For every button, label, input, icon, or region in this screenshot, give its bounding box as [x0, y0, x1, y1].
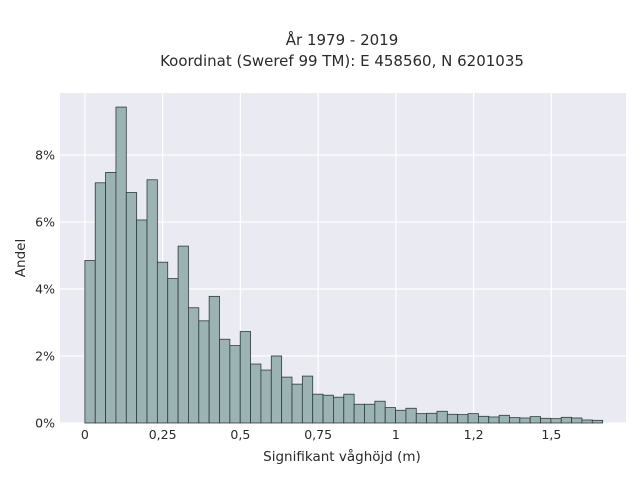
- histogram-bar: [146, 179, 158, 424]
- histogram-bar: [364, 403, 376, 424]
- histogram-bar: [84, 260, 96, 424]
- histogram-bar: [208, 295, 220, 424]
- x-tick-label: 1,2: [464, 427, 484, 442]
- x-axis-label: Signifikant våghöjd (m): [263, 448, 421, 465]
- histogram-bar: [322, 394, 334, 424]
- histogram-bar: [177, 245, 189, 424]
- histogram-bar: [343, 393, 355, 424]
- y-tick-label: 0%: [35, 416, 55, 431]
- x-tick-label: 1: [392, 427, 400, 442]
- histogram-bar: [291, 383, 303, 424]
- x-tick-label: 0,5: [230, 427, 250, 442]
- y-tick-label: 8%: [35, 147, 55, 162]
- histogram-bar: [301, 375, 314, 424]
- histogram-bar: [94, 182, 106, 424]
- histogram-bar: [540, 417, 552, 424]
- histogram-bar: [467, 413, 479, 424]
- histogram-bar: [550, 418, 562, 424]
- histogram-bar: [136, 219, 148, 424]
- histogram-bar: [436, 410, 448, 424]
- histogram-bar: [446, 413, 459, 424]
- histogram-bar: [519, 417, 531, 424]
- histogram-bar: [333, 396, 345, 424]
- histogram-bar: [529, 416, 541, 424]
- histogram-bar: [581, 419, 593, 424]
- histogram-bar: [219, 338, 231, 424]
- y-tick-label: 4%: [35, 281, 55, 296]
- x-tick-label: 0,75: [304, 427, 332, 442]
- histogram-bar: [509, 417, 521, 424]
- histogram-bars: [84, 106, 604, 424]
- histogram-bar: [250, 363, 262, 424]
- chart-title-line-1: År 1979 - 2019: [286, 30, 399, 49]
- histogram-bar: [353, 403, 365, 424]
- histogram-bar: [560, 416, 573, 424]
- histogram-bar: [395, 409, 407, 424]
- histogram-bar: [270, 355, 283, 424]
- histogram-bar: [478, 415, 490, 424]
- histogram-bar: [229, 345, 241, 424]
- x-tick-labels: 0 0,25 0,5 0,75 1 1,2 1,5: [81, 427, 561, 442]
- histogram-bar: [457, 414, 469, 424]
- histogram-bar: [312, 393, 324, 424]
- histogram-bar: [426, 412, 438, 424]
- y-tick-labels: 0% 2% 4% 6% 8%: [35, 147, 55, 430]
- histogram-bar: [488, 416, 500, 424]
- histogram-bar: [281, 376, 293, 424]
- histogram-bar: [167, 278, 179, 424]
- histogram-bar: [498, 414, 510, 424]
- histogram-bar: [384, 407, 396, 424]
- histogram-bar: [188, 307, 200, 424]
- x-tick-label: 1,5: [541, 427, 561, 442]
- histogram-bar: [571, 417, 583, 424]
- histogram-bar: [105, 172, 117, 424]
- histogram-bar: [374, 400, 386, 424]
- histogram-bar: [198, 320, 210, 424]
- histogram-bar: [405, 407, 417, 424]
- y-tick-label: 2%: [35, 348, 55, 363]
- histogram-bar: [115, 106, 127, 424]
- histogram-bar: [260, 369, 272, 424]
- histogram-bar: [125, 192, 138, 424]
- x-tick-label: 0: [81, 427, 89, 442]
- histogram-bar: [239, 331, 251, 424]
- y-tick-label: 6%: [35, 214, 55, 229]
- chart-title-line-2: Koordinat (Sweref 99 TM): E 458560, N 62…: [160, 52, 524, 70]
- histogram-bar: [591, 419, 604, 424]
- x-tick-label: 0,25: [149, 427, 177, 442]
- y-axis-label: Andel: [13, 239, 29, 277]
- histogram-bar: [415, 413, 428, 424]
- histogram-bar: [156, 261, 169, 424]
